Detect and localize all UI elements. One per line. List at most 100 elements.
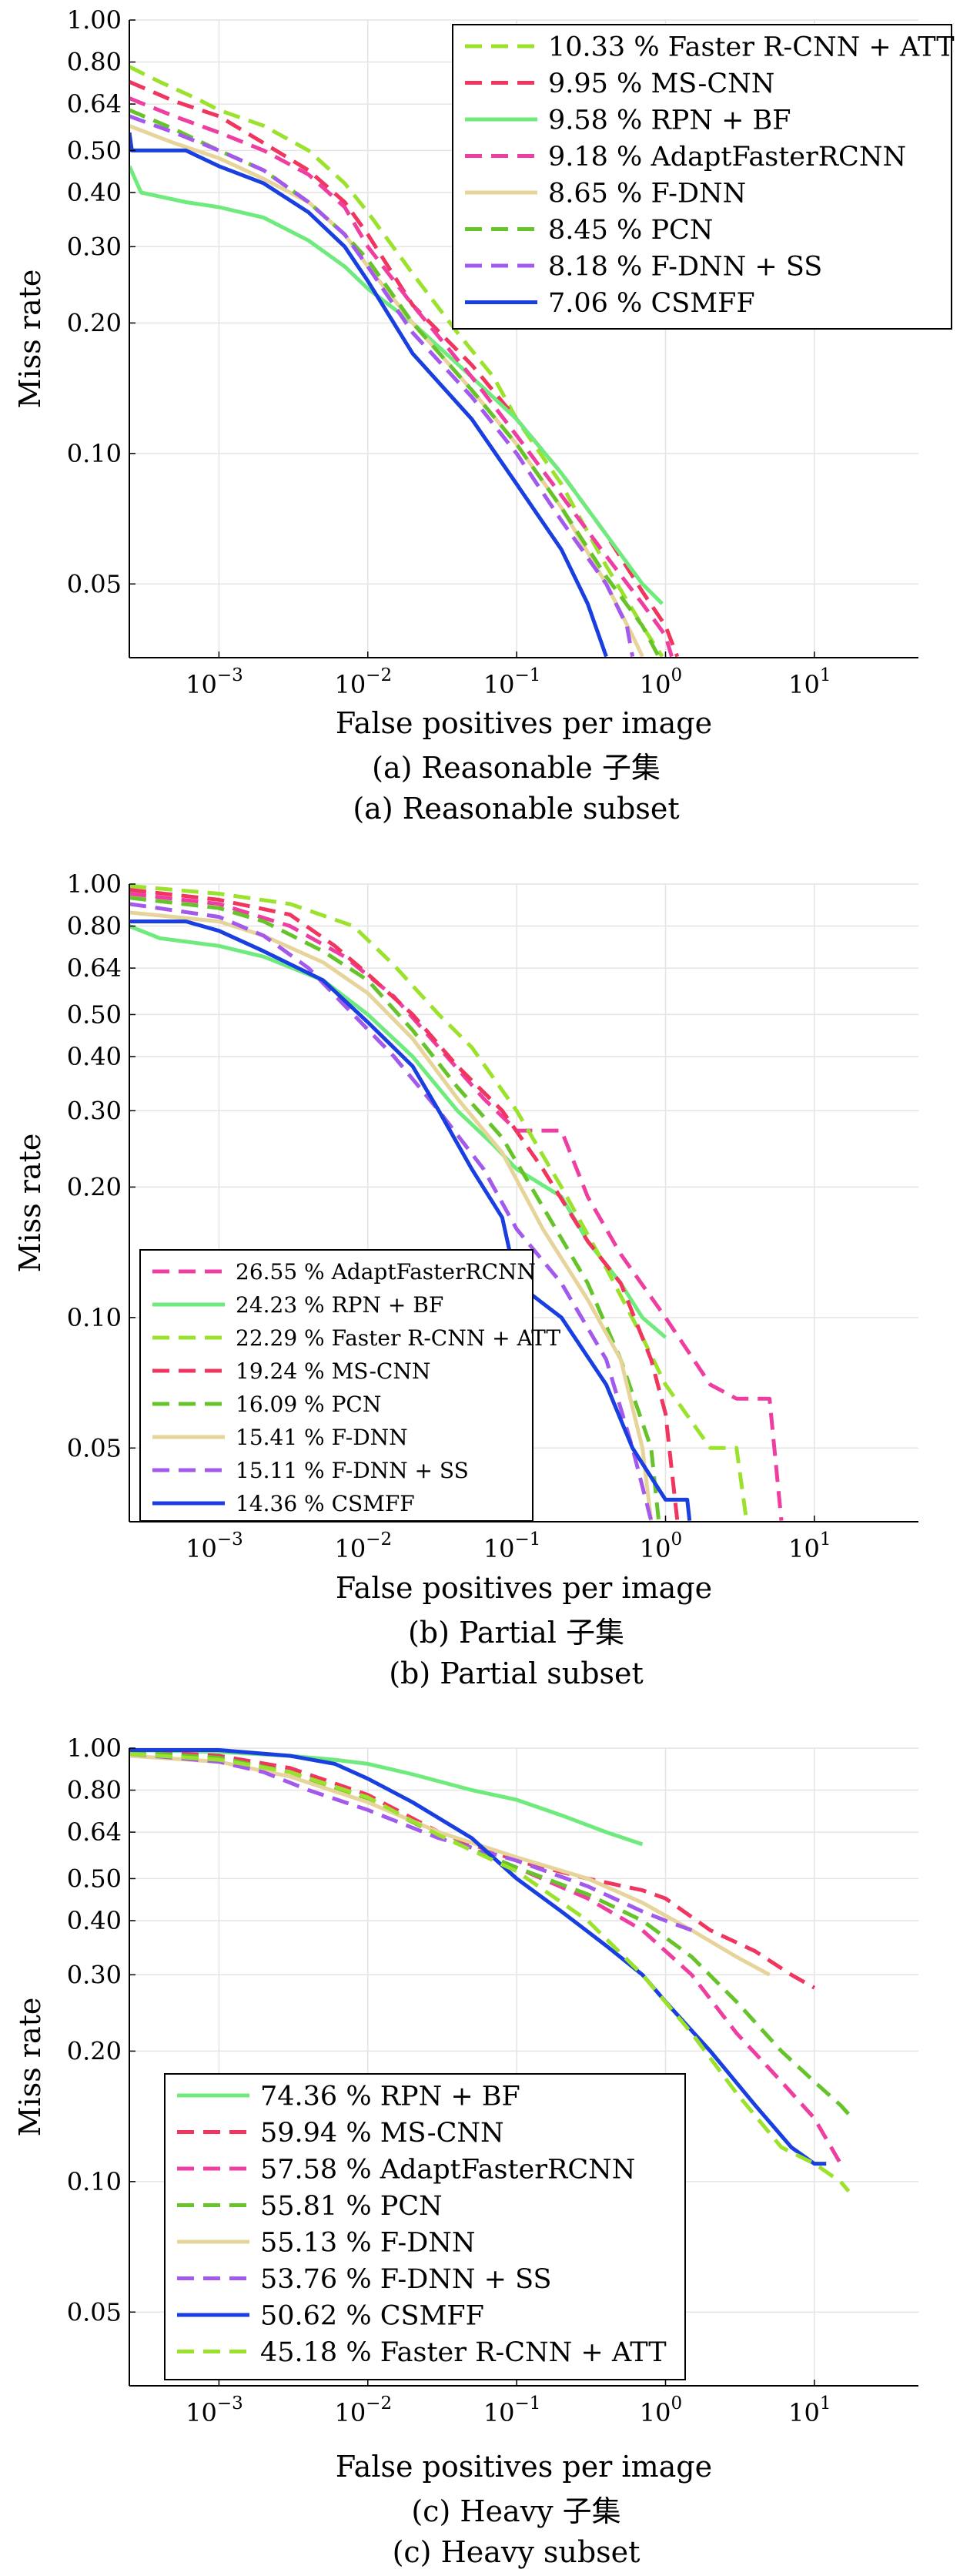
legend-box [139, 1249, 534, 1522]
legend-entry: 8.45 % PCN [548, 215, 713, 246]
x-tick-label: 10−3 [186, 1529, 243, 1563]
x-tick-label: 10−3 [186, 2393, 243, 2427]
legend-entry: 24.23 % RPN + BF [236, 1292, 443, 1318]
caption-cn: (c) Heavy 子集 [411, 2494, 620, 2528]
series-line-6 [129, 108, 661, 658]
y-tick-label: 0.30 [67, 1096, 122, 1125]
series-line-8 [129, 920, 692, 1521]
series-line-7 [129, 902, 654, 1522]
y-tick-label: 0.10 [67, 439, 122, 468]
x-tick-label: 10−3 [186, 665, 243, 699]
series-line-1 [129, 892, 784, 1521]
legend-entry: 8.65 % F-DNN [548, 179, 746, 209]
series-line-4 [129, 96, 674, 658]
x-tick-label: 10−2 [334, 2393, 392, 2427]
legend-entry: 14.36 % CSMFF [236, 1491, 415, 1516]
x-tick-label: 101 [788, 2393, 831, 2427]
series-line-6 [129, 1751, 693, 1932]
legend-entry: 10.33 % Faster R-CNN + ATT [548, 32, 955, 63]
y-tick-label: 1.00 [67, 869, 122, 899]
x-tick-label: 100 [640, 665, 682, 699]
x-tick-label: 10−1 [483, 665, 541, 699]
series-line-2 [129, 1748, 816, 1990]
legend: 26.55 % AdaptFasterRCNN 24.23 % RPN + BF 2… [139, 1249, 560, 1522]
legend-entry: 74.36 % RPN + BF [260, 2082, 520, 2112]
y-tick-label: 0.30 [67, 1960, 122, 1989]
y-tick-label: 1.00 [67, 1734, 122, 1763]
y-tick-label: 0.30 [67, 232, 122, 261]
y-tick-label: 0.50 [67, 1000, 122, 1029]
x-axis-label: False positives per image [336, 2450, 712, 2484]
legend-entry: 16.09 % PCN [236, 1392, 381, 1417]
caption-cn: (a) Reasonable 子集 [372, 751, 661, 785]
series-line-7 [129, 114, 635, 658]
y-tick-label: 0.40 [67, 1042, 122, 1071]
y-tick-label: 0.05 [67, 1433, 122, 1462]
legend-entry: 26.55 % AdaptFasterRCNN [236, 1259, 536, 1285]
legend-entry: 15.11 % F-DNN + SS [236, 1458, 469, 1483]
legend-entry: 9.95 % MS-CNN [548, 69, 774, 99]
series-group [129, 65, 680, 658]
y-tick-label: 0.64 [67, 953, 122, 983]
series-group [129, 884, 784, 1522]
series-group [129, 1748, 855, 2193]
x-tick-label: 10−2 [334, 1529, 392, 1563]
legend-entry: 45.18 % Faster R-CNN + ATT [260, 2337, 667, 2368]
legend-entry: 53.76 % F-DNN + SS [260, 2264, 551, 2295]
series-line-4 [129, 887, 680, 1521]
x-tick-label: 100 [640, 1529, 682, 1563]
x-axis-label: False positives per image [336, 1571, 712, 1605]
legend-entry: 7.06 % CSMFF [548, 288, 755, 319]
legend-entry: 22.29 % Faster R-CNN + ATT [236, 1325, 560, 1351]
x-tick-label: 101 [788, 665, 831, 699]
legend-entry: 55.81 % PCN [260, 2191, 443, 2222]
series-line-3 [129, 884, 749, 1521]
y-tick-label: 0.40 [67, 178, 122, 207]
y-tick-label: 0.10 [67, 1303, 122, 1332]
y-tick-label: 0.40 [67, 1906, 122, 1935]
x-tick-label: 10−1 [483, 1529, 541, 1563]
legend-box [164, 2073, 686, 2380]
x-tick-label: 100 [640, 2393, 682, 2427]
legend-box [452, 24, 952, 330]
y-tick-label: 0.20 [67, 2036, 122, 2065]
legend-entry: 50.62 % CSMFF [260, 2301, 484, 2332]
series-line-2 [129, 80, 680, 658]
caption-en: (a) Reasonable subset [353, 792, 679, 826]
caption-en: (b) Partial subset [389, 1656, 644, 1690]
legend: 74.36 % RPN + BF 59.94 % MS-CNN 57.58 % Ad… [164, 2073, 686, 2380]
x-axis-label: False positives per image [336, 706, 712, 740]
series-line-7 [129, 1748, 827, 2166]
legend-entry: 19.24 % MS-CNN [236, 1358, 430, 1384]
legend-entry: 57.58 % AdaptFasterRCNN [260, 2155, 635, 2186]
chart-panel-2: 1.00 0.80 0.64 0.50 0.40 0.30 0.20 0.10 0.05 10−3… [13, 869, 918, 1690]
y-tick-label: 0.80 [67, 912, 122, 941]
series-line-8 [129, 132, 608, 658]
series-line-8 [129, 1751, 851, 2193]
legend-entry: 9.18 % AdaptFasterRCNN [548, 142, 906, 173]
y-tick-label: 0.20 [67, 308, 122, 337]
legend-entry: 59.94 % MS-CNN [260, 2118, 504, 2149]
y-axis-label: Miss rate [13, 1134, 47, 1273]
y-tick-label: 0.80 [67, 48, 122, 77]
legend-entry: 55.13 % F-DNN [260, 2228, 476, 2259]
chart-panel-1: 1.00 0.80 0.64 0.50 0.40 0.30 0.20 0.10 0.05 10−3… [13, 5, 955, 826]
y-tick-label: 0.20 [67, 1172, 122, 1201]
legend: 10.33 % Faster R-CNN + ATT 9.95 % MS-CNN 9… [452, 24, 955, 330]
x-tick-label: 101 [788, 1529, 831, 1563]
y-tick-label: 0.80 [67, 1776, 122, 1805]
series-line-4 [129, 1750, 855, 2120]
caption-cn: (b) Partial 子集 [408, 1616, 624, 1650]
y-axis-label: Miss rate [13, 1998, 47, 2137]
y-tick-label: 0.05 [67, 569, 122, 598]
y-tick-label: 1.00 [67, 5, 122, 35]
y-axis-label: Miss rate [13, 270, 47, 409]
y-tick-label: 0.10 [67, 2167, 122, 2196]
x-tick-label: 10−2 [334, 665, 392, 699]
caption-en: (c) Heavy subset [393, 2535, 641, 2569]
y-tick-label: 0.05 [67, 2297, 122, 2326]
legend-entry: 8.18 % F-DNN + SS [548, 252, 822, 283]
series-line-3 [129, 165, 664, 605]
legend-entry: 15.41 % F-DNN [236, 1425, 408, 1450]
